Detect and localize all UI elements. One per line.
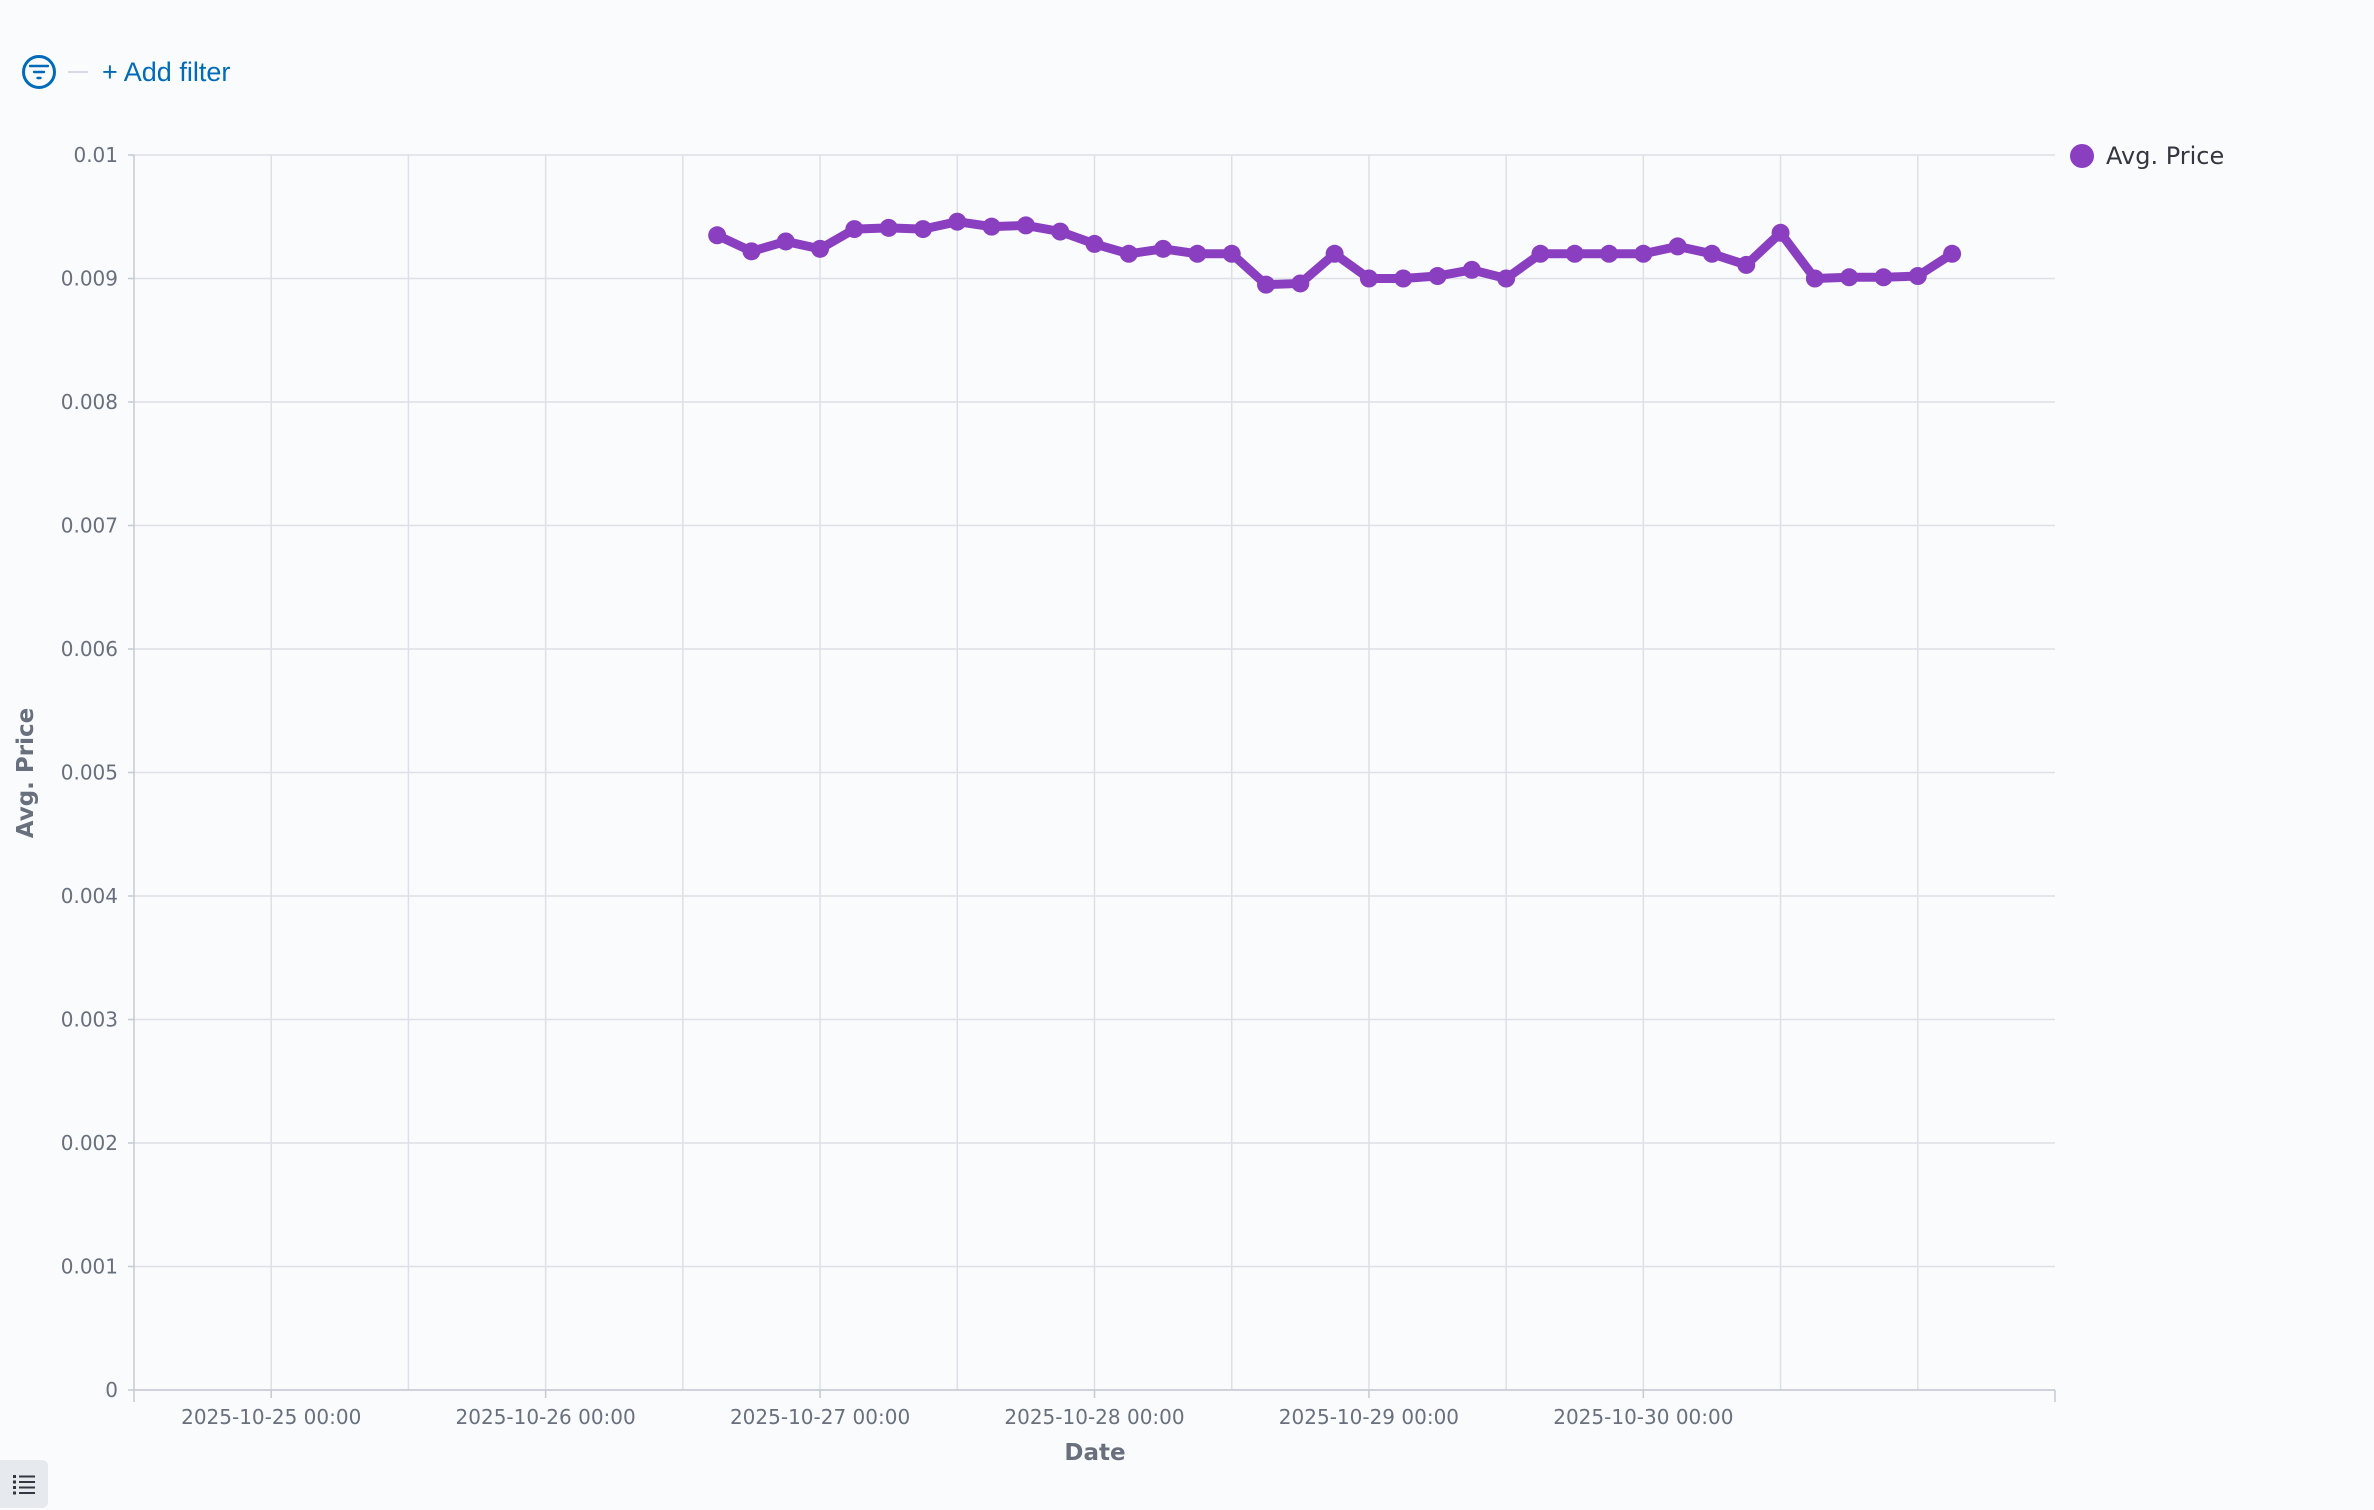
data-point <box>982 217 1001 236</box>
y-tick-label: 0.003 <box>61 1008 118 1032</box>
y-tick-label: 0.007 <box>61 514 118 538</box>
data-point <box>1668 237 1687 256</box>
y-tick-label: 0.009 <box>61 267 118 291</box>
data-point <box>708 226 727 245</box>
list-icon[interactable] <box>0 1460 48 1508</box>
data-point <box>776 232 795 251</box>
y-axis-title: Avg. Price <box>13 708 39 839</box>
add-filter-button[interactable]: + Add filter <box>102 56 231 87</box>
data-point <box>1119 244 1138 263</box>
data-point <box>1394 269 1413 288</box>
y-tick-label: 0.002 <box>61 1131 118 1155</box>
legend-item-avg-price[interactable]: Avg. Price <box>2070 142 2224 170</box>
data-point <box>845 220 864 239</box>
legend-dot <box>2070 144 2094 168</box>
y-tick-label: 0.004 <box>61 884 118 908</box>
data-point <box>1702 244 1721 263</box>
data-point <box>1016 216 1035 235</box>
data-point <box>1085 234 1104 253</box>
data-point <box>1771 223 1790 242</box>
x-tick-label: 2025-10-29 00:00 <box>1279 1405 1459 1429</box>
data-point <box>1874 268 1893 287</box>
x-axis-title: Date <box>1064 1440 1125 1466</box>
data-point <box>1840 268 1859 287</box>
data-point <box>1634 244 1653 263</box>
data-point <box>1051 222 1070 241</box>
y-tick-label: 0 <box>105 1378 118 1402</box>
data-point <box>742 242 761 261</box>
data-point <box>1462 260 1481 279</box>
x-tick-label: 2025-10-28 00:00 <box>1004 1405 1184 1429</box>
chart-grid <box>134 154 2055 1391</box>
filter-bar: + Add filter <box>22 50 230 94</box>
data-point <box>879 218 898 237</box>
y-tick-label: 0.005 <box>61 761 118 785</box>
series-avg-price <box>708 212 1962 294</box>
y-tick-label: 0.008 <box>61 390 118 414</box>
chart-axes <box>128 154 2056 1402</box>
filter-separator <box>68 71 88 73</box>
data-point <box>1737 255 1756 274</box>
x-tick-label: 2025-10-25 00:00 <box>181 1405 361 1429</box>
data-point <box>1359 269 1378 288</box>
data-point <box>1291 274 1310 293</box>
data-point <box>1908 267 1927 286</box>
y-axis-tick-labels: 0 0.001 0.002 0.003 0.004 0.005 0.006 0.007 0.00… <box>61 143 118 1402</box>
data-point <box>1600 244 1619 263</box>
data-point <box>1154 239 1173 258</box>
data-point <box>1428 267 1447 286</box>
x-tick-label: 2025-10-30 00:00 <box>1553 1405 1733 1429</box>
x-axis-tick-labels: 2025-10-25 00:00 2025-10-26 00:00 2025-10-… <box>181 1405 1733 1429</box>
data-point <box>1222 244 1241 263</box>
y-tick-label: 0.001 <box>61 1255 118 1279</box>
filter-funnel-icon[interactable] <box>22 55 56 89</box>
data-point <box>1188 244 1207 263</box>
legend-label: Avg. Price <box>2106 142 2225 170</box>
data-point <box>1497 269 1516 288</box>
data-point <box>1257 275 1276 294</box>
data-point <box>948 212 967 231</box>
data-point <box>1943 244 1962 263</box>
data-point <box>811 239 830 258</box>
x-tick-label: 2025-10-26 00:00 <box>456 1405 636 1429</box>
y-tick-label: 0.01 <box>73 143 118 167</box>
x-tick-label: 2025-10-27 00:00 <box>730 1405 910 1429</box>
data-point <box>1565 244 1584 263</box>
data-point <box>1531 244 1550 263</box>
y-tick-label: 0.006 <box>61 637 118 661</box>
data-point <box>913 220 932 239</box>
data-point <box>1325 244 1344 263</box>
data-point <box>1805 269 1824 288</box>
